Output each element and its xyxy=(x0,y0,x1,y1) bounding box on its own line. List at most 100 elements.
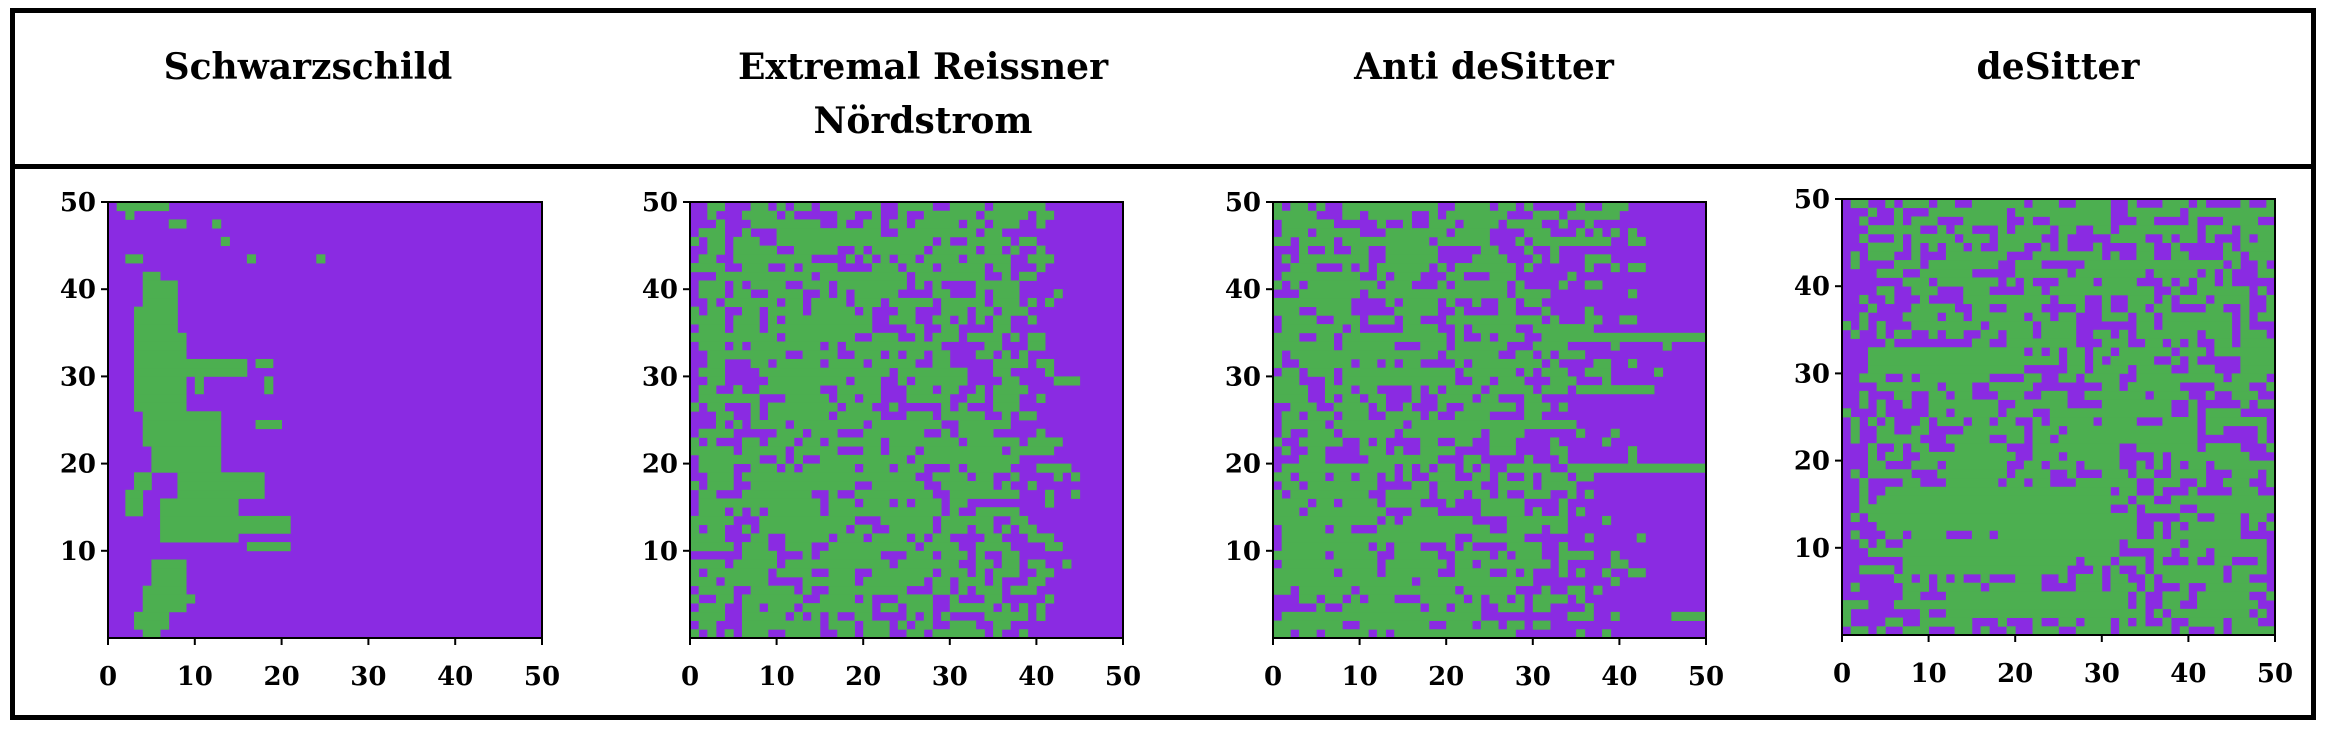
heatmap-cell xyxy=(1911,443,1929,453)
heatmap-cell xyxy=(1385,411,1421,421)
heatmap-cell xyxy=(1342,341,1395,351)
heatmap-cell xyxy=(1437,263,1447,273)
heatmap-cell xyxy=(1567,611,1594,621)
heatmap-cell xyxy=(1480,393,1499,403)
heatmap-cell xyxy=(1298,437,1343,447)
heatmap-cell xyxy=(2162,417,2198,427)
heatmap-cell xyxy=(1911,216,1938,226)
heatmap-cell xyxy=(2179,626,2189,636)
heatmap-cell xyxy=(1463,585,1516,595)
heatmap-cell xyxy=(1876,268,1904,278)
heatmap-cell xyxy=(1290,402,1317,412)
heatmap-cell xyxy=(1298,594,1317,604)
heatmap-cell xyxy=(975,559,994,569)
heatmap-cell xyxy=(1019,236,1037,246)
heatmap-cell xyxy=(2171,521,2181,531)
heatmap-cell xyxy=(949,498,968,508)
heatmap-cell xyxy=(1567,271,1577,281)
heatmap-cell xyxy=(264,376,274,386)
heatmap-cell xyxy=(2266,199,2276,209)
heatmap-cell xyxy=(2171,242,2181,252)
heatmap-cell xyxy=(715,420,726,430)
heatmap-cell xyxy=(1463,402,1516,412)
heatmap-cell xyxy=(2101,312,2129,322)
heatmap-cell xyxy=(767,306,803,316)
heatmap-cell xyxy=(698,367,726,377)
heatmap-cell xyxy=(897,210,907,220)
heatmap-cell xyxy=(1524,402,1551,412)
heatmap-cell xyxy=(1515,289,1551,299)
heatmap-cell xyxy=(2214,382,2250,392)
heatmap-cell xyxy=(698,393,760,403)
heatmap-cell xyxy=(2257,312,2276,322)
heatmap-cell xyxy=(690,446,734,456)
heatmap-cell xyxy=(837,533,864,543)
heatmap-cell xyxy=(1885,617,1904,627)
y-tick-label: 50 xyxy=(60,188,96,218)
heatmap-cell xyxy=(707,629,717,639)
heatmap-cell xyxy=(690,306,700,316)
heatmap-cell xyxy=(1593,585,1603,595)
heatmap-cell xyxy=(1885,451,1904,461)
heatmap-cell xyxy=(975,350,994,360)
heatmap-cell xyxy=(1911,251,1921,261)
heatmap-cell xyxy=(2179,233,2198,243)
heatmap-cell xyxy=(2188,556,2198,566)
heatmap-cell xyxy=(2093,225,2111,235)
heatmap-cell xyxy=(1576,202,1586,212)
heatmap-cell xyxy=(1324,393,1335,403)
heatmap-cell xyxy=(785,315,873,325)
heatmap-cell xyxy=(880,515,933,526)
heatmap-cell xyxy=(750,585,795,595)
heatmap-cell xyxy=(854,489,933,499)
heatmap-cell xyxy=(1859,312,1869,322)
heatmap-cell xyxy=(698,289,726,299)
heatmap-cell xyxy=(2205,417,2267,427)
heatmap-cell xyxy=(1937,573,1947,584)
title-schwarzschild: Schwarzschild xyxy=(163,46,453,88)
heatmap-cell xyxy=(915,280,925,290)
heatmap-cell xyxy=(2179,547,2207,557)
heatmap-cell xyxy=(1928,329,1938,339)
heatmap-cell xyxy=(1919,451,2016,461)
heatmap-cell xyxy=(1316,228,1360,238)
heatmap-cell xyxy=(889,437,959,447)
heatmap-cell xyxy=(2188,355,2198,366)
y-tick-label: 40 xyxy=(1794,272,1830,302)
heatmap-cell xyxy=(1876,626,1886,636)
x-tick-label: 20 xyxy=(845,662,881,692)
heatmap-cell xyxy=(1045,297,1055,308)
heatmap-cell xyxy=(1911,303,1955,313)
heatmap-cell xyxy=(906,603,933,613)
heatmap-cell xyxy=(949,489,1020,499)
heatmap-cell xyxy=(142,629,161,639)
heatmap-cell xyxy=(1342,393,1360,403)
heatmap-cell xyxy=(923,542,959,552)
heatmap-cell xyxy=(889,402,899,412)
heatmap-cell xyxy=(767,289,803,299)
plot-border xyxy=(107,201,543,639)
heatmap-cell xyxy=(802,603,873,613)
heatmap-cell xyxy=(1842,600,1869,610)
heatmap-cell xyxy=(1298,289,1360,299)
heatmap-cell xyxy=(1980,626,1990,636)
heatmap-cell xyxy=(707,472,734,482)
heatmap-cell xyxy=(1446,271,1464,281)
heatmap-cell xyxy=(1489,437,1516,447)
heatmap-cell xyxy=(1584,263,1594,273)
heatmap-cell xyxy=(1532,507,1542,517)
heatmap-cell xyxy=(1036,210,1055,220)
heatmap-cell xyxy=(2058,573,2068,584)
heatmap-cell xyxy=(2006,277,2016,287)
heatmap-cell xyxy=(741,306,760,316)
heatmap-cell xyxy=(967,332,1003,342)
heatmap-cell xyxy=(1550,315,1560,325)
heatmap-cell xyxy=(1045,542,1063,552)
heatmap-cell xyxy=(1411,507,1438,517)
heatmap-cell xyxy=(1515,550,1542,560)
heatmap-cell xyxy=(1628,446,1638,456)
heatmap-cell xyxy=(993,263,1011,273)
heatmap-cell xyxy=(2162,573,2224,584)
heatmap-cell xyxy=(1937,225,1947,235)
